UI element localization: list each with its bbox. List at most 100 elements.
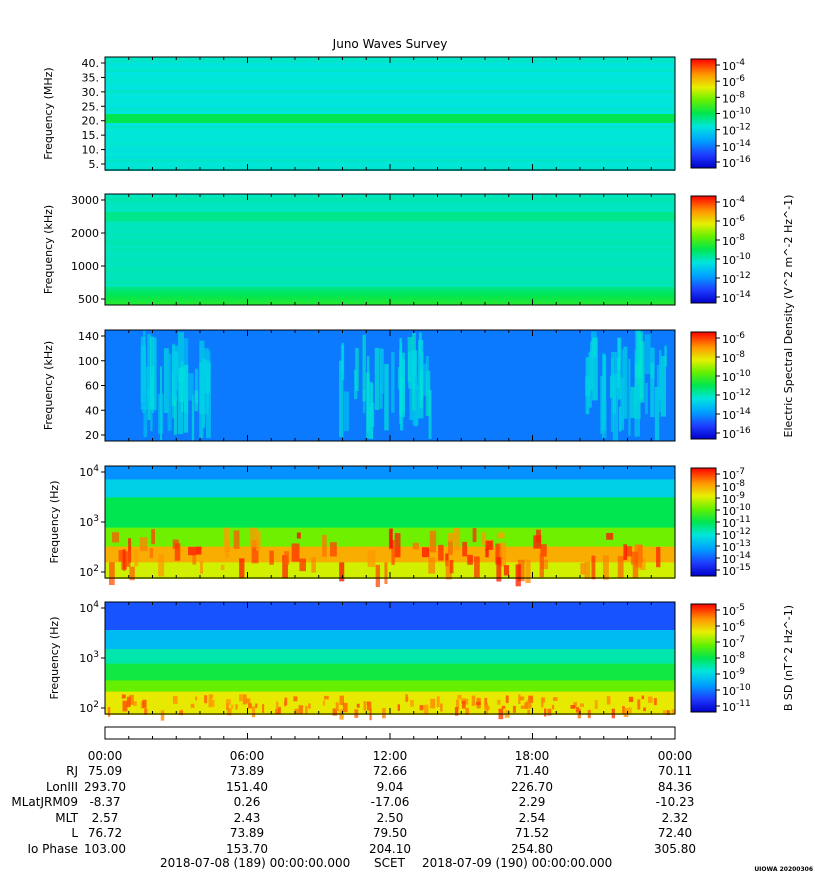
ephemeris-value: 2.29 <box>518 795 546 809</box>
spectrogram-panel-1 <box>105 57 675 171</box>
spectrogram-row <box>105 245 675 248</box>
emission-burst <box>520 705 525 709</box>
emission-streak <box>634 384 640 437</box>
colorbar-tick-label: 10-12 <box>722 123 751 138</box>
emission-burst <box>497 699 501 705</box>
emission-streak <box>178 332 185 383</box>
emission-burst <box>634 544 643 568</box>
emission-burst <box>570 705 576 709</box>
emission-burst <box>641 695 645 700</box>
emission-streak <box>183 364 189 433</box>
emission-streak <box>420 369 423 409</box>
spectrogram-row <box>105 206 675 209</box>
spectrogram-row <box>105 75 675 78</box>
emission-burst <box>631 551 639 565</box>
emission-burst <box>204 695 208 704</box>
emission-burst <box>505 695 509 704</box>
emission-streak <box>194 368 199 404</box>
y-tick-label: 20 <box>85 429 99 442</box>
emission-burst <box>653 698 657 706</box>
emission-streak <box>623 346 628 419</box>
emission-burst <box>671 709 675 715</box>
emission-streak <box>355 348 359 391</box>
ephemeris-value: 0.26 <box>233 795 261 809</box>
emission-streak <box>592 337 598 401</box>
spectrogram-row <box>105 251 675 254</box>
y-tick-label: 104 <box>79 600 99 615</box>
emission-burst <box>454 707 459 716</box>
emission-burst <box>247 703 252 709</box>
emission-burst <box>628 707 632 714</box>
spectrogram-row <box>105 290 675 293</box>
emission-streak <box>660 377 664 410</box>
emission-streak <box>650 362 655 418</box>
emission-streak <box>362 389 366 414</box>
emission-burst <box>363 701 367 711</box>
emission-burst <box>195 546 202 555</box>
emission-burst <box>515 564 521 587</box>
emission-burst <box>419 704 424 711</box>
emission-burst <box>518 694 521 705</box>
y-tick-label: 103 <box>79 650 99 665</box>
emission-burst <box>293 696 298 702</box>
emission-streak <box>650 347 655 379</box>
spectrogram-row <box>105 81 675 84</box>
spectrogram-row <box>105 242 675 245</box>
emission-burst <box>208 694 214 699</box>
emission-burst <box>666 710 670 715</box>
emission-burst <box>134 548 139 567</box>
emission-burst <box>151 529 156 545</box>
spectrogram-band <box>105 630 675 651</box>
emission-streak <box>153 337 157 411</box>
emission-streak <box>179 367 185 402</box>
y-tick-label: 500 <box>78 293 99 306</box>
ephemeris-value: 153.70 <box>226 841 268 856</box>
emission-burst <box>226 699 231 705</box>
y-tick-label: 140 <box>78 330 99 343</box>
ephemeris-value: 72.40 <box>657 826 693 840</box>
colorbar-tick-label: 10-11 <box>722 515 751 530</box>
emission-burst <box>525 559 531 584</box>
emission-burst <box>335 702 339 712</box>
emission-burst <box>369 709 372 721</box>
time-tick-label: 06:00 <box>229 749 265 763</box>
emission-streak <box>167 353 172 431</box>
y-tick-label: 103 <box>79 514 99 529</box>
emission-streak <box>428 389 432 439</box>
emission-burst <box>547 708 552 716</box>
emission-burst <box>622 705 625 712</box>
emission-burst <box>339 562 345 582</box>
emission-burst <box>375 564 381 588</box>
emission-burst <box>291 543 300 562</box>
emission-burst <box>485 540 493 550</box>
spectrogram-row <box>105 275 675 278</box>
spectrogram-row <box>105 248 675 251</box>
ephemeris-value: 305.80 <box>654 841 696 856</box>
spectrogram-row <box>105 99 675 102</box>
y-tick-label: 3000 <box>71 194 99 207</box>
emission-streak <box>354 369 358 400</box>
colorbar-tick-label: 10-14 <box>722 551 751 566</box>
colorbar-tick-label: 10-8 <box>722 90 745 105</box>
ephemeris-value: 73.89 <box>229 826 265 840</box>
ephemeris-value: -17.06 <box>370 795 410 809</box>
emission-burst <box>526 700 532 709</box>
emission-streak <box>644 334 651 374</box>
colorbar-tick-label: 10-8 <box>722 651 745 666</box>
emission-burst <box>391 539 395 565</box>
spectrogram-row <box>105 257 675 260</box>
emission-burst <box>342 702 348 713</box>
emission-burst <box>239 558 245 578</box>
emission-burst <box>250 527 258 548</box>
emission-burst <box>339 695 344 706</box>
colorbar <box>690 331 717 440</box>
spectrogram-row <box>105 224 675 227</box>
spectrogram-row <box>105 296 675 299</box>
emission-burst <box>179 710 184 716</box>
emission-burst <box>382 708 386 719</box>
colorbar-tick-label: 10-11 <box>722 699 751 714</box>
spectrogram-row <box>105 78 675 81</box>
emission-burst <box>465 707 469 715</box>
emission-streak <box>150 336 155 410</box>
spectrogram-row <box>105 159 675 162</box>
